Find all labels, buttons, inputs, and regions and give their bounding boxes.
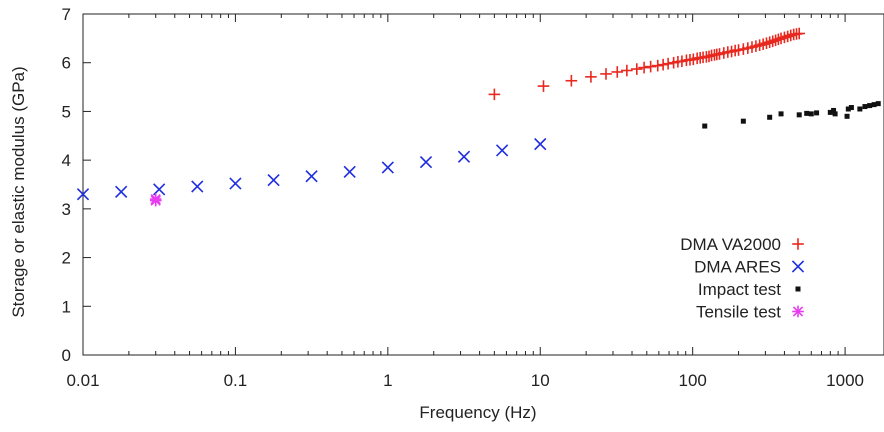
data-point [862,104,868,110]
legend-label: Tensile test [696,303,781,322]
data-point [737,43,750,55]
legend-marker [791,260,805,273]
data-point [631,63,643,75]
data-point [115,185,128,198]
y-tick-label: 5 [62,102,71,121]
data-point [457,150,471,163]
data-point [495,144,509,157]
data-point [662,57,674,70]
y-tick-label: 7 [62,5,71,24]
legend-label: DMA ARES [694,258,781,277]
data-point [793,27,806,40]
data-point [585,71,597,83]
y-tick-label: 1 [62,297,71,316]
y-tick-label: 4 [62,151,71,170]
data-point [732,44,745,56]
series-3 [149,193,162,207]
data-point [845,106,851,112]
data-point [651,59,664,72]
legend: DMA VA2000 DMA ARES Impact test Tensile tes… [680,235,805,322]
data-point [703,50,715,63]
data-point [857,106,863,112]
data-point [667,56,680,69]
data-point [229,177,242,190]
legend-marker [795,286,801,292]
legend-label: DMA VA2000 [680,235,781,254]
data-point [611,66,624,78]
data-point [153,183,166,196]
data-point [149,194,162,207]
data-point [381,161,394,174]
data-point [534,137,547,151]
x-tick-label: 1000 [826,371,864,390]
data-point [871,102,877,108]
y-tick-label: 0 [62,346,71,365]
data-point [638,61,650,74]
legend-label: Impact test [698,280,781,299]
data-point [844,113,850,119]
data-point [488,88,501,101]
x-tick-label: 10 [531,371,550,390]
data-point [778,111,784,117]
data-point [796,112,802,118]
series-2 [702,101,881,129]
y-tick-label: 2 [62,249,71,268]
data-point [657,58,669,71]
data-point [713,48,726,60]
axis-ticks: 0.01 0.1 1 10 100 1000 0 1 2 3 4 5 6 7 [62,5,864,390]
data-marks [76,27,881,207]
data-point [267,173,280,187]
x-tick-label: 100 [678,371,706,390]
legend-marker [792,305,804,318]
data-point [832,111,838,117]
x-tick-label: 1 [383,371,392,390]
x-tick-label: 0.1 [224,371,248,390]
legend-marker [792,238,804,250]
data-point [767,114,773,120]
data-point [804,110,810,116]
data-point [537,80,550,92]
plot-frame [82,13,884,356]
data-point [305,170,318,183]
y-axis-title: Storage or elastic modulus (GPa) [9,66,28,317]
data-point [875,101,881,107]
data-point [600,68,612,80]
data-point [848,105,854,111]
data-point [740,118,746,124]
data-point [621,64,633,77]
data-point [702,123,708,129]
x-axis-title: Frequency (Hz) [419,403,536,422]
data-point [419,155,433,169]
series-0 [488,27,806,101]
x-tick-label: 0.01 [66,371,99,390]
data-point [343,165,356,178]
data-point [808,111,814,117]
data-point [644,60,657,73]
data-point [676,55,688,68]
data-point [867,103,873,109]
data-point [742,42,754,54]
data-point [814,110,820,116]
y-tick-label: 3 [62,200,71,219]
series-1 [76,137,547,201]
data-point [565,74,578,87]
y-tick-label: 6 [62,54,71,73]
data-point [191,180,204,193]
data-point [831,107,837,113]
data-point [827,109,833,115]
data-point [76,188,90,201]
